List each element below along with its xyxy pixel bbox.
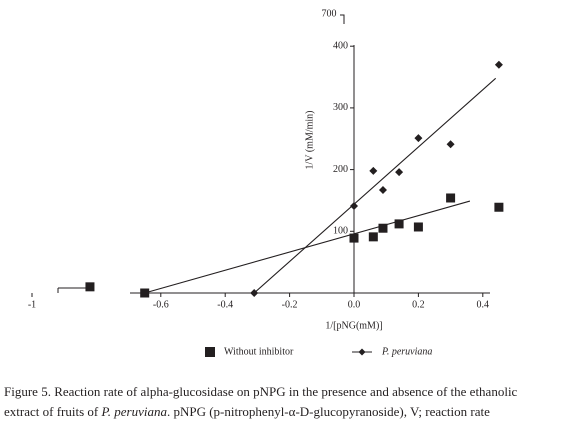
data-point [378,185,387,194]
caption-species: P. peruviana [101,404,167,419]
data-point [369,166,378,175]
data-point [140,288,150,298]
y-tick-label: 400 [333,40,348,51]
legend-marker [358,348,366,356]
legend-marker [205,347,215,357]
x-tick-label: 0.4 [477,299,490,310]
data-point [413,222,423,232]
y-axis-label: 1/V (mM/min) [304,111,315,170]
caption-text: extract of fruits of [4,404,102,419]
x-tick-label: -0.4 [217,299,233,310]
data-point [446,193,456,203]
data-point [349,233,359,243]
axis-break [340,14,345,24]
data-point [394,219,404,229]
y-break-label: 700 [322,8,337,19]
data-point [250,289,259,297]
data-point [85,282,95,292]
caption-line: extract of fruits of P. peruviana. pNPG … [4,402,574,422]
x-tick-label: 0.2 [412,299,425,310]
x-tick-label: -0.2 [282,299,298,310]
data-point [494,202,504,212]
fit-line [144,200,471,294]
data-point [350,202,358,211]
caption-line: Figure 5. Reaction rate of alpha-glucosi… [4,384,518,399]
fit-line [253,77,497,294]
x-tick-label: 0.0 [348,299,361,310]
legend-label: P. peruviana [381,346,432,357]
chart: 700 1/[pNG(mM)] 1/V (mM/min) -1 -0.6 -0.4 -… [28,8,504,357]
y-tick-label: 200 [333,164,348,175]
data-point [494,60,503,69]
y-tick-label: 100 [333,226,348,237]
x-tick-label: -1 [28,299,36,310]
data-point [368,232,378,242]
data-point [414,134,423,143]
caption: Figure 5. Reaction rate of alpha-glucosi… [4,382,574,422]
y-tick-label: 300 [333,102,348,113]
data-point [395,168,404,177]
legend-label: Without inhibitor [224,346,294,357]
data-point [446,140,455,149]
x-axis-label: 1/[pNG(mM)] [325,320,382,331]
x-tick-label: -0.6 [153,299,169,310]
data-point [378,223,388,233]
caption-text: . pNPG (p-nitrophenyl-α-D-glucopyranosid… [166,404,490,419]
